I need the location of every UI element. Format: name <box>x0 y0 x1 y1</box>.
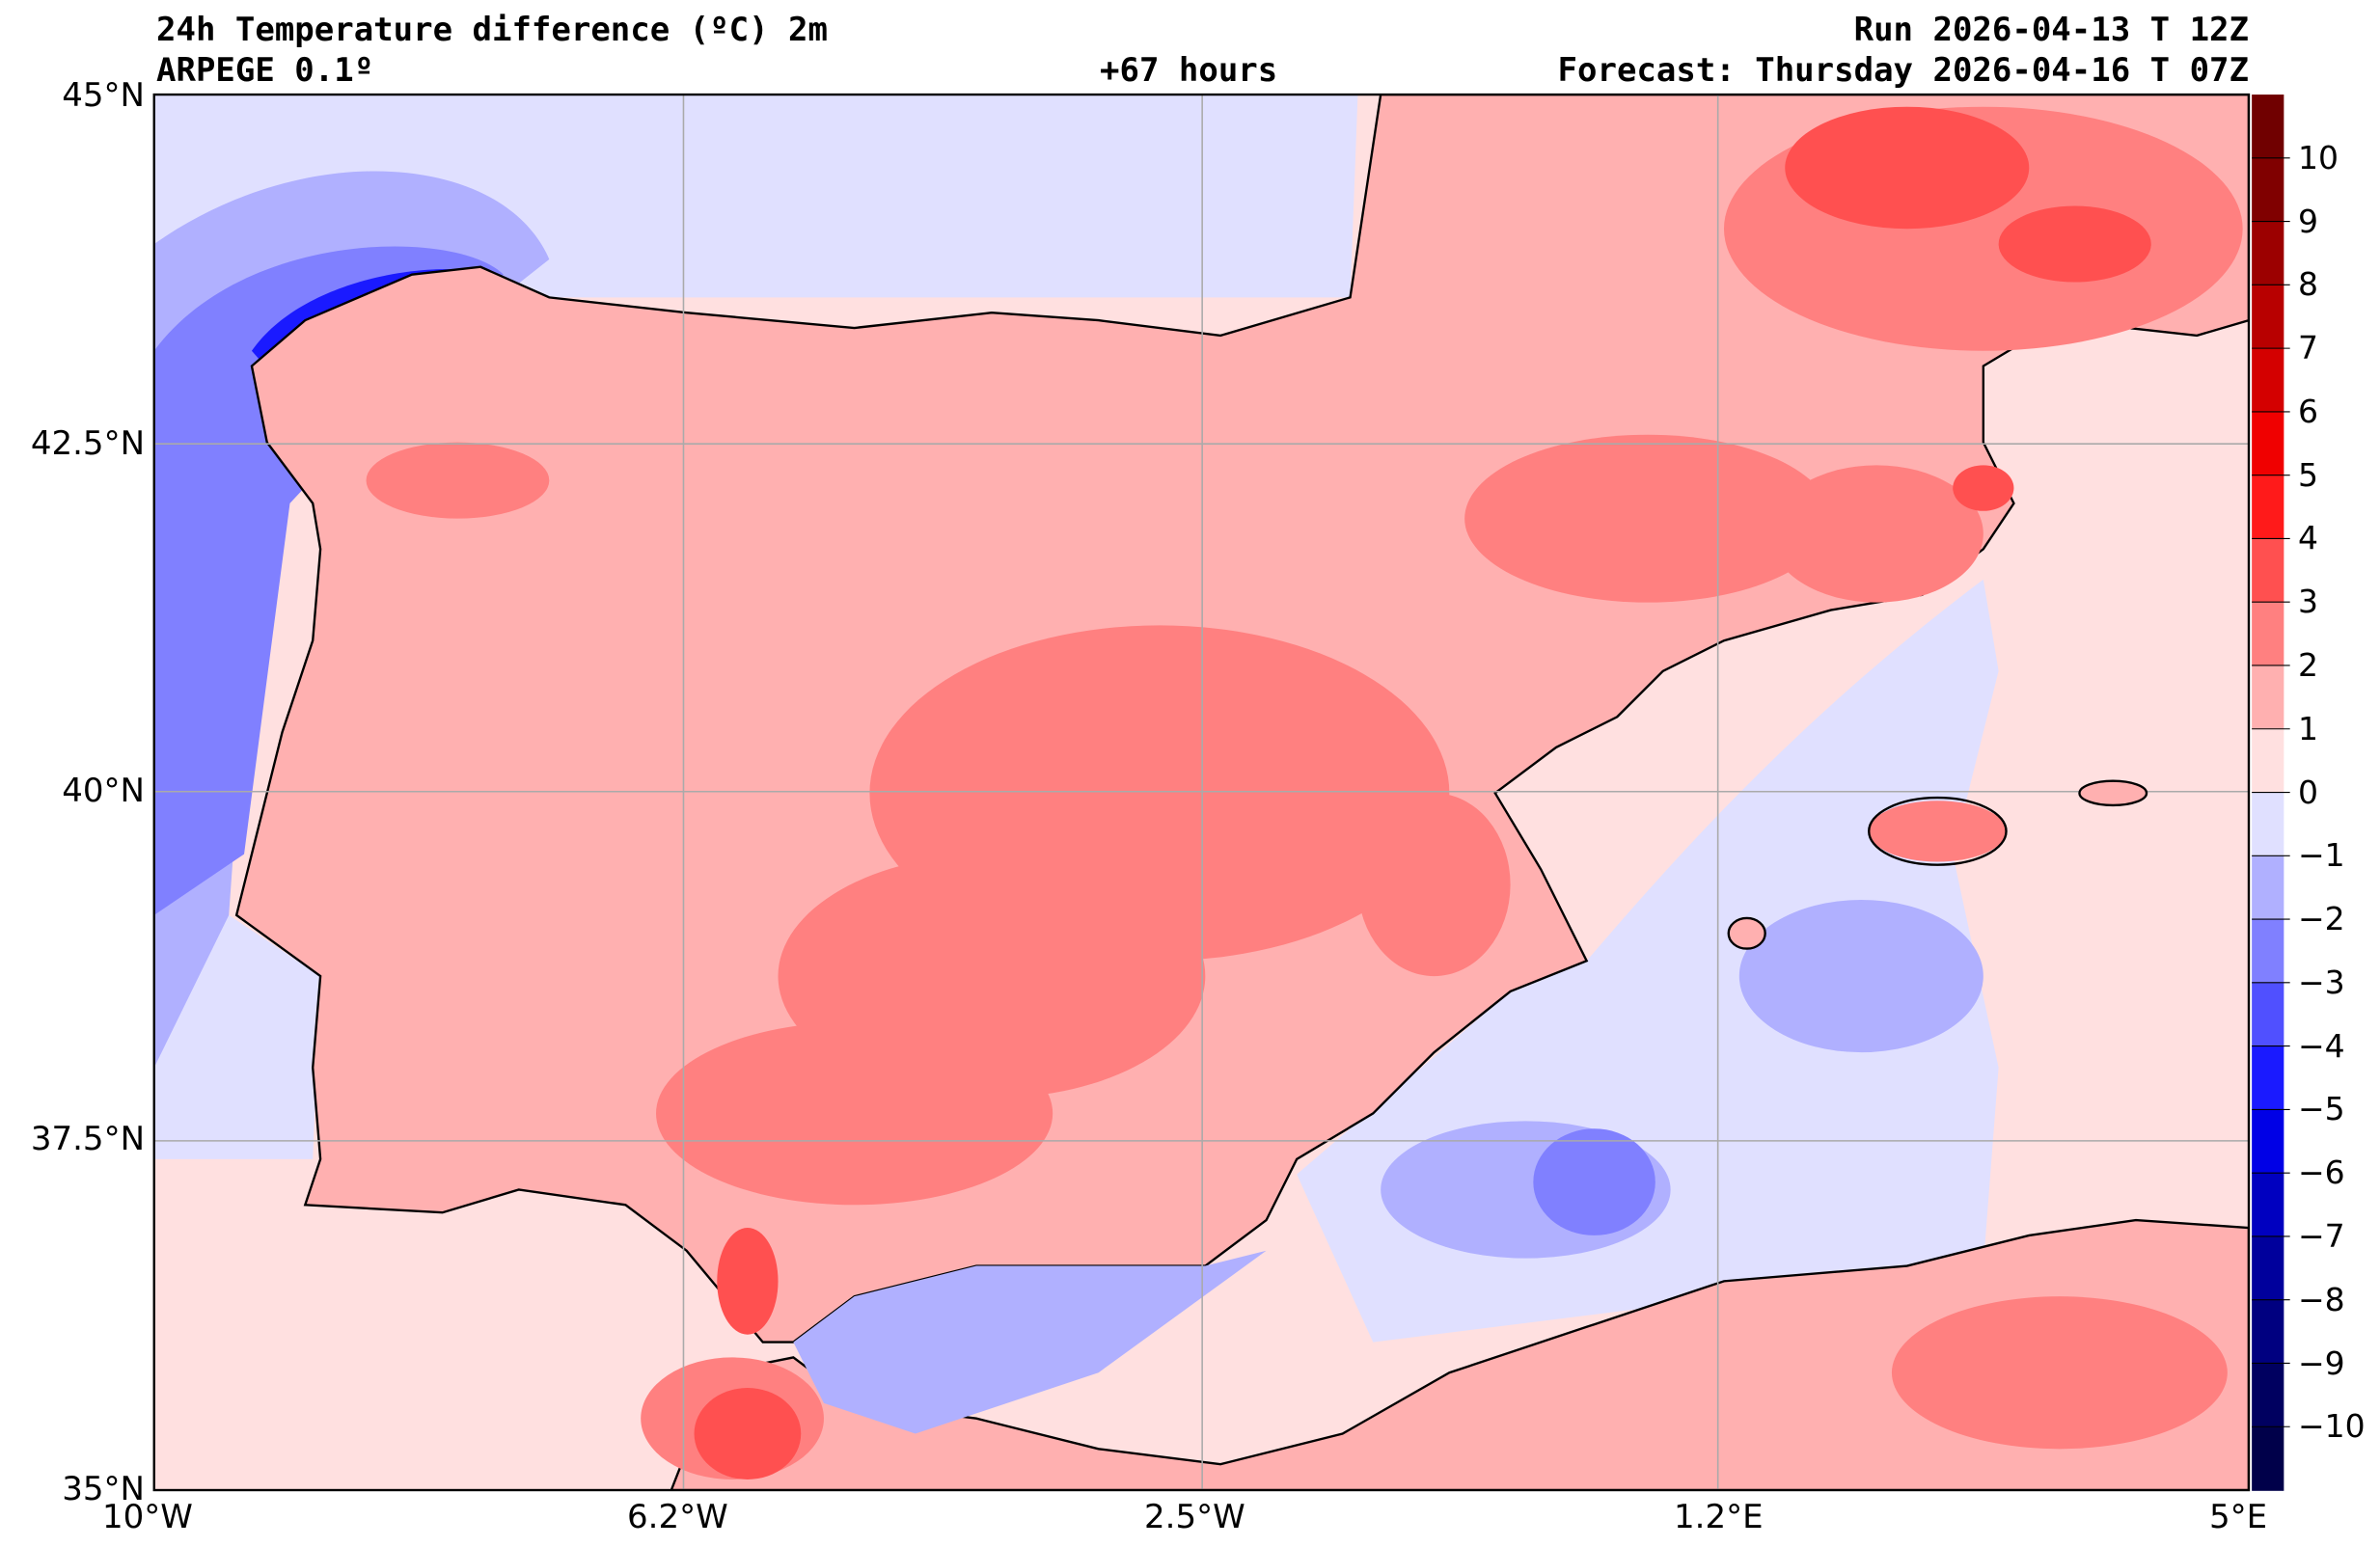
chart-title: 24h Temperature difference (ºC) 2m <box>156 11 828 49</box>
ibiza <box>1727 916 1766 950</box>
colorbar-label: −2 <box>2298 900 2345 938</box>
colorbar-label: −1 <box>2298 836 2345 875</box>
lat-label: 42.5°N <box>30 424 145 463</box>
colorbar-bin <box>2252 665 2284 730</box>
menorca <box>2078 779 2148 807</box>
colorbar-label: 3 <box>2298 583 2318 621</box>
colorbar-bin <box>2252 1109 2284 1174</box>
run-label: Run 2026-04-13 T 12Z <box>1853 11 2249 49</box>
colorbar-bin <box>2252 538 2284 604</box>
forecast-label: Forecast: Thursday 2026-04-16 T 07Z <box>1557 51 2249 90</box>
colorbar-bin <box>2252 1173 2284 1237</box>
colorbar-label: −8 <box>2298 1280 2345 1318</box>
colorbar-label: 10 <box>2298 138 2339 176</box>
lon-label: 1.2°E <box>1674 1498 1764 1536</box>
colorbar-bin <box>2252 411 2284 476</box>
colorbar-bin <box>2252 1299 2284 1365</box>
colorbar-label: 8 <box>2298 265 2318 304</box>
colorbar-bin <box>2252 1235 2284 1301</box>
colorbar-label: −6 <box>2298 1153 2345 1192</box>
colorbar-label: 2 <box>2298 646 2318 685</box>
colorbar-label: −3 <box>2298 963 2345 1001</box>
colorbar-label: 5 <box>2298 455 2318 494</box>
lon-label: 2.5°W <box>1144 1498 1245 1536</box>
colorbar <box>2252 95 2290 1491</box>
lat-label: 35°N <box>62 1470 145 1508</box>
colorbar-label: 9 <box>2298 202 2318 240</box>
colorbar-bin <box>2252 221 2284 286</box>
mallorca <box>1868 796 2008 866</box>
colorbar-bin <box>2252 919 2284 984</box>
lat-label: 45°N <box>62 76 145 115</box>
lon-label: 6.2°W <box>627 1498 728 1536</box>
colorbar-label: −4 <box>2298 1026 2345 1065</box>
lon-label: 5°E <box>2209 1498 2268 1536</box>
lat-label: 40°N <box>62 772 145 810</box>
colorbar-bin <box>2252 602 2284 666</box>
colorbar-bin <box>2252 982 2284 1047</box>
lead-time-label: +67 hours <box>1100 51 1278 90</box>
alboran-sea-cool <box>793 1250 1267 1434</box>
colorbar-bin <box>2252 475 2284 540</box>
colorbar-bin <box>2252 1426 2284 1491</box>
colorbar-label: 7 <box>2298 329 2318 367</box>
lat-label: 37.5°N <box>30 1120 145 1158</box>
colorbar-bin <box>2252 348 2284 413</box>
colorbar-bin <box>2252 728 2284 794</box>
colorbar-label: 4 <box>2298 519 2318 557</box>
graticule <box>153 95 2249 1491</box>
lon-label: 10°W <box>102 1498 193 1536</box>
colorbar-bin <box>2252 95 2284 159</box>
colorbar-bin <box>2252 1045 2284 1111</box>
balearic-cool <box>1738 900 1983 1053</box>
colorbar-label: −10 <box>2298 1407 2366 1446</box>
colorbar-bin <box>2252 157 2284 223</box>
colorbar-bin <box>2252 792 2284 857</box>
colorbar-bin <box>2252 855 2284 920</box>
colorbar-bin <box>2252 285 2284 349</box>
colorbar-label: 6 <box>2298 392 2318 430</box>
colorbar-label: −5 <box>2298 1090 2345 1128</box>
colorbar-bin <box>2252 1363 2284 1428</box>
colorbar-label: 1 <box>2298 709 2318 747</box>
model-label: ARPEGE 0.1º <box>156 51 374 90</box>
atlantic-band-2 <box>153 246 504 915</box>
colorbar-label: −7 <box>2298 1217 2345 1256</box>
alboran-cold <box>1533 1128 1655 1235</box>
colorbar-label: −9 <box>2298 1343 2345 1382</box>
colorbar-label: 0 <box>2298 773 2318 811</box>
map-frame <box>152 93 2251 1492</box>
